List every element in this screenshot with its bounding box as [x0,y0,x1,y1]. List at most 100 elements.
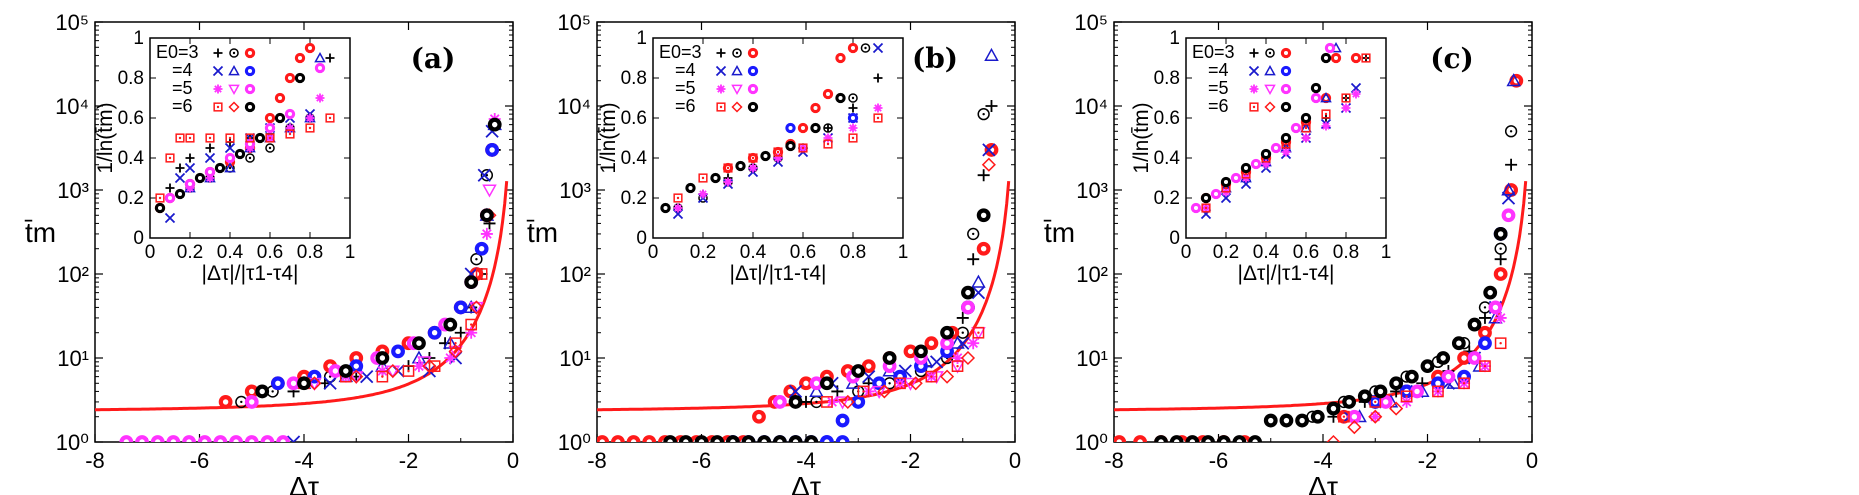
inset-data-point-dot [1244,172,1248,176]
inset-data-point-hole [257,135,263,141]
data-point [480,227,493,240]
legend-marker [1265,48,1275,58]
legend-marker-hole [750,50,756,56]
data-point-hole [447,321,453,328]
inset-data-point [325,113,335,123]
data-point [1154,435,1168,442]
inset-data-point [848,133,858,143]
panel-label: (a) [411,42,456,75]
inset-x-tick-label: 0 [1181,242,1192,263]
data-point [741,435,756,442]
inset-data-point-hole [297,75,303,81]
inset-y-axis-label: 1/ln(t̄m) [597,102,620,173]
legend-marker-hole [750,86,756,92]
inset-data-point-hole [813,125,818,131]
inset-frame [652,37,904,239]
inset-series-6 [1201,53,1371,213]
inset-data-point-hole [1203,195,1209,201]
inset-data-point [165,183,175,193]
legend-marker [1249,48,1259,58]
legend-marker-dot [1252,105,1256,109]
inset-data-point-hole [1293,125,1299,131]
inset-data-point-dot [1344,96,1348,100]
data-point-hole [792,439,799,442]
data-point-dot [1462,382,1466,385]
data-point [821,396,833,408]
data-point [971,274,986,288]
data-point-hole [1330,405,1337,412]
x-tick-label: -2 [399,448,419,473]
data-point-hole [186,439,192,442]
legend-marker-hole [750,104,756,110]
data-point-hole [395,348,401,355]
inset-data-point-hole [825,91,831,97]
data-point-dot [961,331,964,334]
data-point-hole [907,348,914,355]
data-point-hole [1116,439,1122,442]
data-point [1506,73,1521,87]
legend-label: E0=3 [659,42,702,62]
data-point-hole [944,348,950,355]
data-point-hole [855,399,861,405]
inset-data-point [184,162,196,174]
plot-area [1114,73,1528,442]
data-point-hole [615,439,621,442]
data-point [977,169,990,182]
inset-data-point [1301,123,1311,133]
data-point-hole [839,417,846,424]
inset-x-tick-label: 0.6 [257,242,283,263]
data-point [925,370,938,383]
data-point-hole [1393,380,1399,386]
inset-data-point-dot [228,166,232,170]
data-point [348,371,364,385]
inset-data-point-dot [851,96,855,100]
data-point [1400,390,1413,403]
fit-curve [95,180,509,412]
data-point-hole [886,355,893,361]
inset-data-point-hole [287,111,293,117]
inset-x-tick-label: 0.8 [840,242,866,263]
x-tick-label: -6 [692,448,712,473]
inset-data-point-hole [1283,135,1289,141]
data-point [757,435,772,442]
data-point [710,435,725,442]
y-tick-label: 10⁰ [558,430,591,455]
inset-x-tick-label: 0.2 [177,242,203,263]
legend-marker [715,65,727,77]
inset-data-point [673,193,683,203]
x-tick-label: -4 [1313,448,1333,473]
inset-x-tick-label: 0.2 [1213,242,1239,263]
y-tick-label: 10³ [559,178,591,203]
data-point-hole [478,246,485,252]
inset-data-point-dot [268,146,272,150]
data-point [260,435,275,442]
data-point-dot [475,258,478,261]
data-point-hole [1283,417,1290,424]
legend: E0=3=4=5=6 [659,42,759,116]
data-point [1326,434,1341,442]
inset: 0 0.2 0.4 0.6 0.8 1 0 0.2 0.4 0.6 0.8 1 |Δτ|/|τ1-τ4|… [597,28,908,285]
data-point [349,369,364,384]
data-point [150,435,165,442]
data-point-hole [379,355,386,361]
inset-data-point-dot [1284,142,1288,146]
data-point-hole [1471,321,1478,328]
y-tick-label: 10² [57,262,89,287]
inset-data-point [265,143,275,153]
data-point-hole [803,380,809,386]
data-point-dot [1499,247,1502,250]
data-point-dot [1499,342,1502,345]
data-point-dot [480,272,483,276]
data-point-hole [1482,340,1488,346]
data-point [454,326,467,339]
legend-label: E0=3 [1192,42,1235,62]
plot-area [95,113,509,442]
data-point [967,337,980,350]
y-tick-label: 10⁰ [56,430,89,455]
y-tick-label: 10⁰ [1075,430,1108,455]
inset-data-point [1320,91,1332,103]
data-point-hole [980,212,987,218]
inset-data-point-hole [788,125,793,131]
inset-x-tick-label: 1 [1381,242,1392,263]
inset-data-point [205,133,215,143]
